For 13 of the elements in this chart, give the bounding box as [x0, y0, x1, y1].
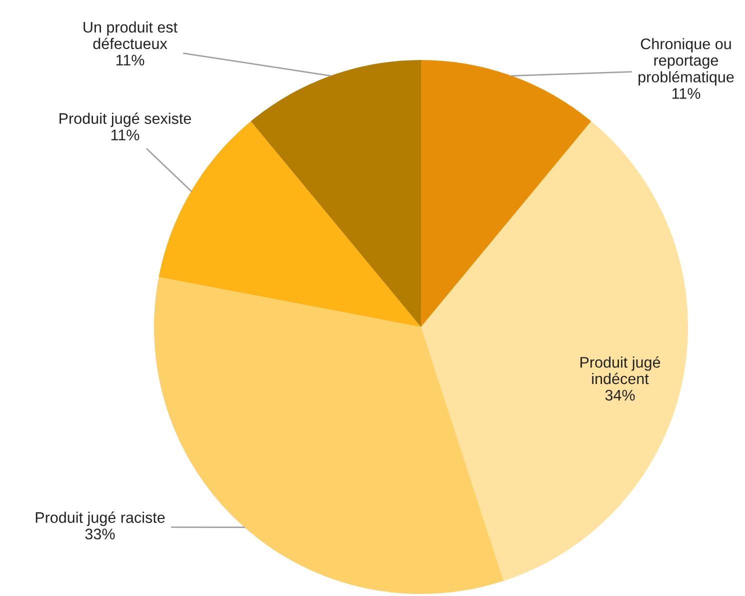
pie-slice — [250, 60, 421, 327]
data-label: 11% — [116, 54, 144, 66]
slice-label: Produit jugé indécent — [580, 356, 660, 384]
data-label: 11% — [672, 88, 700, 99]
pie-slice — [421, 60, 592, 327]
slice-label: Chronique ou reportage problématique — [638, 38, 734, 86]
pie-slice — [421, 121, 688, 581]
slice-label: Produit jugé raciste — [36, 512, 165, 526]
slice-label: Un produit est défectueux — [84, 21, 178, 50]
data-label: 11% — [111, 130, 140, 140]
data-label: 34% — [605, 390, 635, 401]
slice-label: Produit jugé sexiste — [60, 112, 191, 127]
data-label: 33% — [85, 528, 115, 540]
